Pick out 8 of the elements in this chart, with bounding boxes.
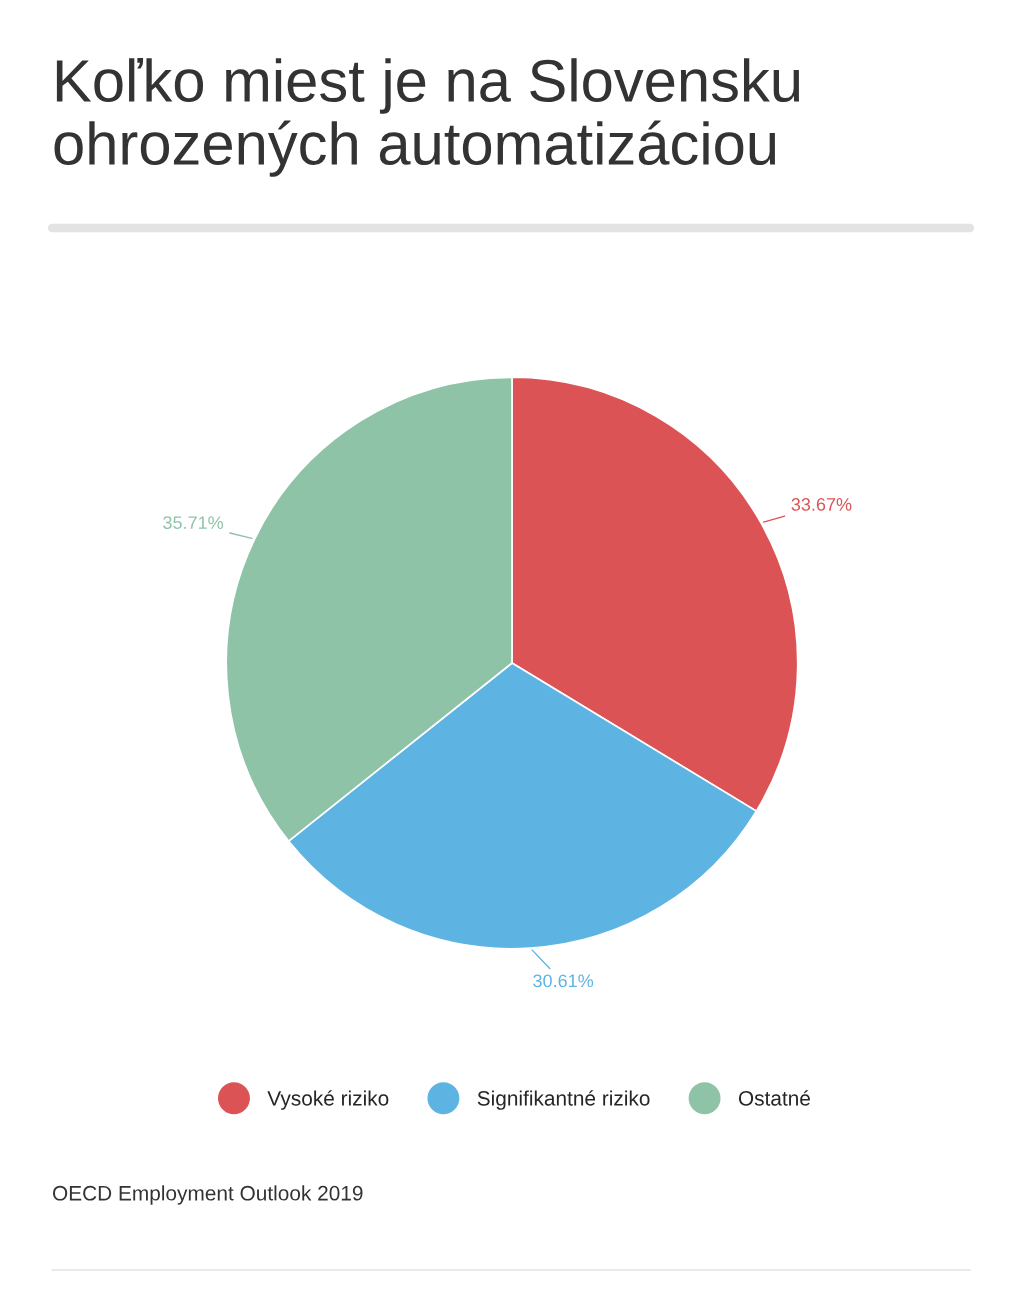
- data-label: 33.67%: [791, 498, 852, 511]
- legend-label: Vysoké riziko: [267, 1090, 389, 1110]
- text: OECD Employment Outlook 2019: [52, 1185, 363, 1205]
- data-label: 30.61%: [533, 974, 594, 988]
- data-label: 35.71%: [163, 516, 224, 529]
- chart-title: Koľko miest je na Slovensku ohrozených automatizáciou: [54, 58, 800, 177]
- legend-label: Signifikantné riziko: [477, 1090, 650, 1110]
- legend-label: Ostatné: [738, 1090, 810, 1106]
